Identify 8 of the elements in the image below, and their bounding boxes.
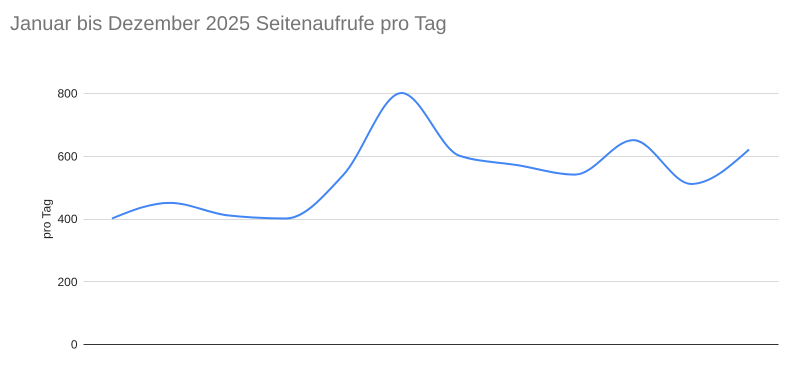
y-tick-label: 400: [57, 212, 78, 226]
y-tick-label: 600: [57, 149, 78, 164]
y-tick-label: 0: [70, 338, 78, 352]
y-tick-label: 200: [57, 274, 78, 289]
y-tick-label: 800: [57, 86, 78, 100]
y-axis-title: pro Tag: [39, 199, 54, 239]
line-series: [110, 92, 750, 220]
chart-title: Januar bis Dezember 2025 Seitenaufrufe pro Tag: [10, 13, 447, 35]
